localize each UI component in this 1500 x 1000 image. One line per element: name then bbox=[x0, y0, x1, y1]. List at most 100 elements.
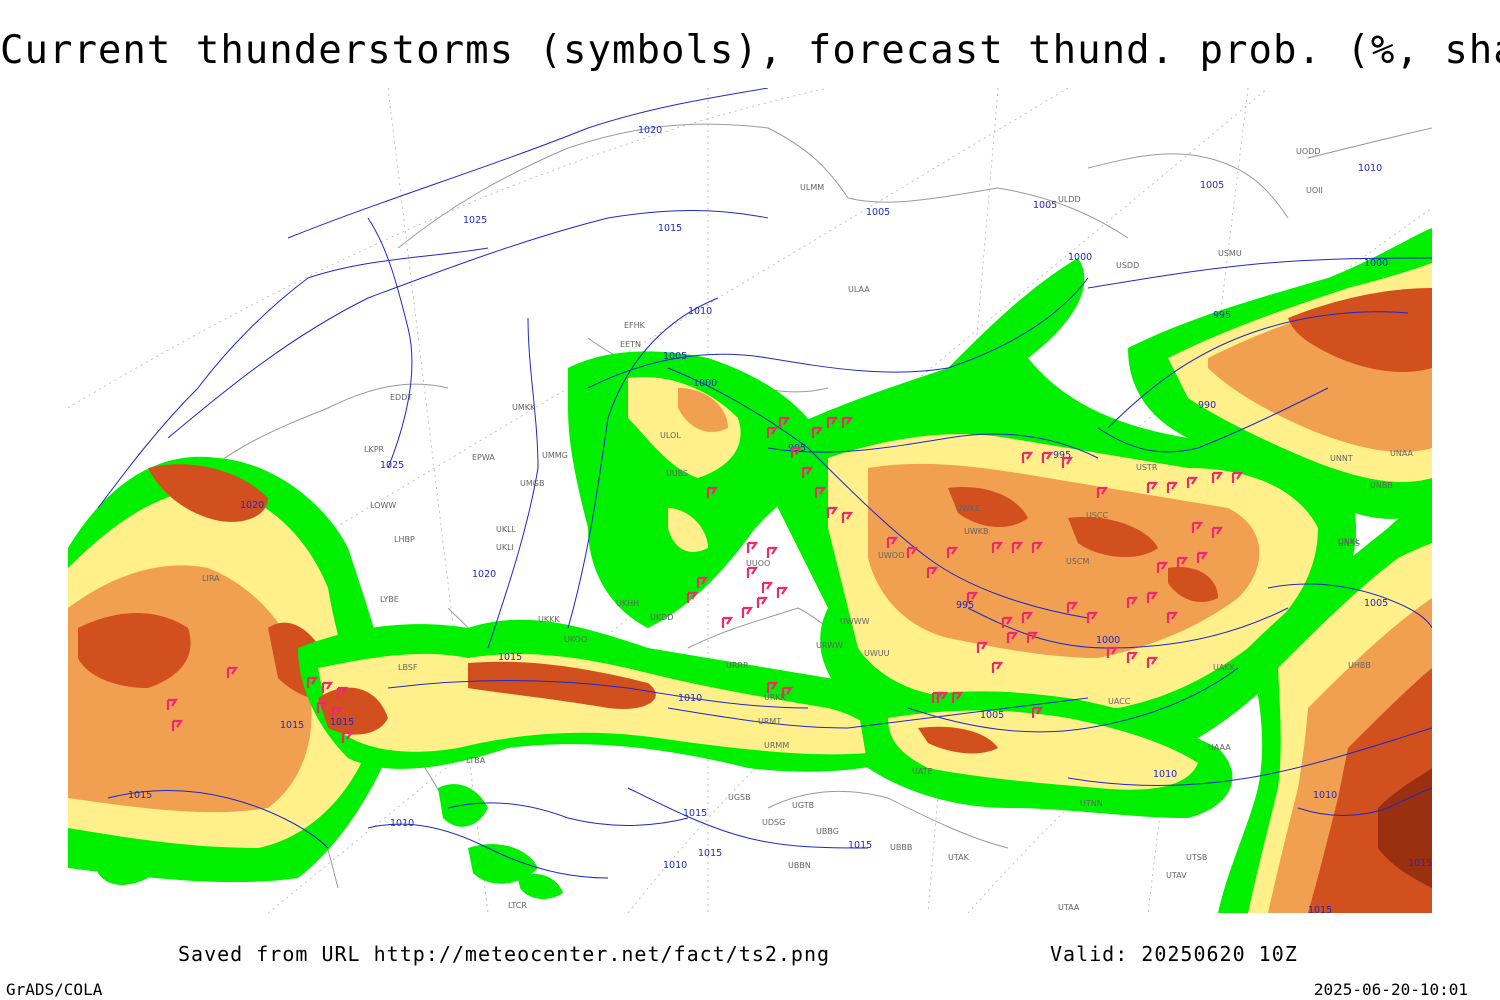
station-label: UWWW bbox=[840, 617, 870, 626]
station-label: UBBB bbox=[890, 843, 912, 852]
storm-symbol bbox=[790, 446, 803, 458]
storm-symbol bbox=[886, 536, 899, 548]
station-label: UDSG bbox=[762, 818, 785, 827]
storm-symbol bbox=[1031, 541, 1044, 553]
storm-symbol bbox=[951, 691, 964, 703]
storm-symbol bbox=[706, 486, 719, 498]
storm-symbol bbox=[1106, 646, 1119, 658]
isobar-label: 1010 bbox=[1358, 163, 1382, 174]
station-label: ULAA bbox=[848, 285, 870, 294]
storm-symbol bbox=[1156, 561, 1169, 573]
storm-symbol bbox=[166, 698, 179, 710]
station-label: ULDD bbox=[1058, 195, 1081, 204]
storm-symbol bbox=[306, 676, 319, 688]
isobar-label: 1020 bbox=[472, 569, 496, 580]
isobars bbox=[97, 88, 1432, 879]
isobar-label: 995 bbox=[956, 600, 974, 611]
storm-symbol bbox=[761, 581, 774, 593]
storm-symbol bbox=[776, 586, 789, 598]
storm-symbol bbox=[1096, 486, 1109, 498]
storm-symbol bbox=[321, 681, 334, 693]
isobar-label: 1005 bbox=[1033, 200, 1057, 211]
isobar-label: 1010 bbox=[678, 693, 702, 704]
isobar-label: 995 bbox=[1213, 310, 1231, 321]
storm-symbol bbox=[1001, 616, 1014, 628]
storm-cluster-3 bbox=[1021, 451, 1244, 538]
storm-cluster-5 bbox=[931, 631, 1044, 718]
isobar-label: 1010 bbox=[663, 860, 687, 871]
storm-symbol bbox=[781, 686, 794, 698]
station-label: LTCR bbox=[508, 901, 527, 910]
isobar-label: 1000 bbox=[693, 378, 717, 389]
station-label: LTBA bbox=[466, 756, 486, 765]
station-label: UNBB bbox=[1370, 481, 1393, 490]
storm-symbol bbox=[766, 681, 779, 693]
isobar-label: 1010 bbox=[688, 306, 712, 317]
storm-symbol bbox=[1031, 706, 1044, 718]
isobar-label: 1000 bbox=[1068, 252, 1092, 263]
storm-symbol bbox=[341, 731, 354, 743]
isobar-label: 1010 bbox=[1313, 790, 1337, 801]
storm-symbol bbox=[1021, 611, 1034, 623]
storm-symbol bbox=[1211, 526, 1224, 538]
storm-symbol bbox=[1006, 631, 1019, 643]
storm-symbol bbox=[926, 566, 939, 578]
station-label: USDD bbox=[1116, 261, 1139, 270]
storm-symbol bbox=[1126, 651, 1139, 663]
isobar-label: 1015 bbox=[1408, 858, 1432, 869]
station-label: LBSF bbox=[398, 663, 418, 672]
storm-symbol bbox=[1196, 551, 1209, 563]
station-label: UWKB bbox=[964, 527, 989, 536]
storm-symbol bbox=[721, 616, 734, 628]
station-label: EFHK bbox=[624, 321, 646, 330]
station-label: UWKE bbox=[956, 504, 980, 513]
station-label: UTNN bbox=[1080, 799, 1103, 808]
station-label: UATE bbox=[912, 767, 933, 776]
storm-symbol bbox=[741, 606, 754, 618]
isobar-label: 1015 bbox=[683, 808, 707, 819]
station-label: USMU bbox=[1218, 249, 1242, 258]
station-label: URRR bbox=[726, 661, 749, 670]
software-label: GrADS/COLA bbox=[6, 980, 103, 999]
storm-symbol bbox=[1176, 556, 1189, 568]
shade-siberia bbox=[1128, 228, 1432, 519]
station-label: URWW bbox=[816, 641, 843, 650]
station-label: UTSB bbox=[1186, 853, 1207, 862]
station-label: ULOL bbox=[660, 431, 681, 440]
station-label: UNSS bbox=[1338, 539, 1360, 548]
station-label: UHBB bbox=[1348, 661, 1371, 670]
storm-symbol bbox=[746, 541, 759, 553]
station-label: UMMG bbox=[542, 451, 568, 460]
shade-volga bbox=[858, 691, 1233, 818]
storm-symbol bbox=[991, 541, 1004, 553]
storm-symbol bbox=[1191, 521, 1204, 533]
storm-symbol bbox=[1126, 596, 1139, 608]
station-label: LKPR bbox=[364, 445, 385, 454]
storm-symbol bbox=[1011, 541, 1024, 553]
station-label: UKHH bbox=[616, 599, 639, 608]
storm-symbol bbox=[826, 506, 839, 518]
isobar-label: 1005 bbox=[980, 710, 1004, 721]
station-label: UACC bbox=[1108, 697, 1131, 706]
station-label: EDDT bbox=[390, 393, 412, 402]
source-url: Saved from URL http://meteocenter.net/fa… bbox=[178, 942, 831, 966]
storm-symbol bbox=[316, 701, 329, 713]
storm-symbol bbox=[906, 546, 919, 558]
storm-symbol bbox=[826, 416, 839, 428]
storm-symbols bbox=[166, 416, 1244, 743]
isobar-label: 1015 bbox=[658, 223, 682, 234]
storm-symbol bbox=[841, 416, 854, 428]
isobar-label: 1015 bbox=[698, 848, 722, 859]
station-label: LHBP bbox=[394, 535, 415, 544]
storm-cluster-2 bbox=[886, 536, 1044, 628]
shade-fareast bbox=[1218, 498, 1432, 913]
storm-symbol bbox=[1186, 476, 1199, 488]
station-label: UODD bbox=[1296, 147, 1320, 156]
storm-symbol bbox=[331, 706, 344, 718]
station-label: URKK bbox=[764, 693, 787, 702]
storm-symbol bbox=[976, 641, 989, 653]
station-label: UGSB bbox=[728, 793, 751, 802]
valid-time: Valid: 20250620 10Z bbox=[1050, 942, 1298, 966]
storm-symbol bbox=[946, 546, 959, 558]
station-label: UWOO bbox=[878, 551, 904, 560]
